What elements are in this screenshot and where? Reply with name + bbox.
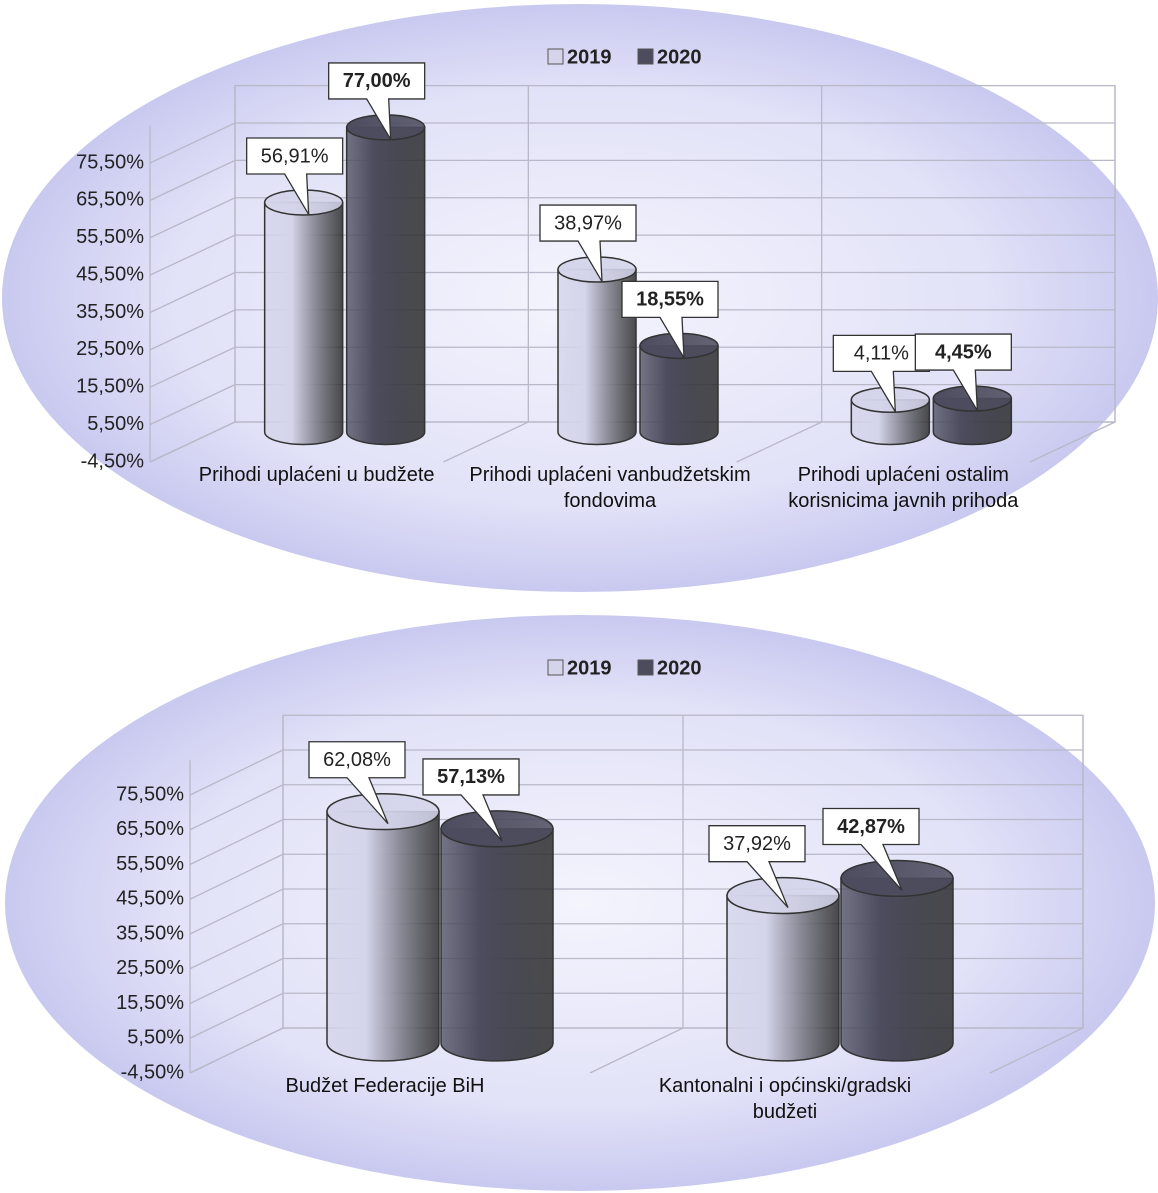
data-label: 18,55% [636,289,704,311]
bar [639,345,719,446]
data-label: 38,97% [554,212,622,234]
callout [308,741,406,825]
y-tick-label: 55,50% [76,226,144,248]
x-tick-label: Prihodi uplaćeni u budžete [198,464,435,486]
x-tick-label: Prihodi uplaćeni vanbudžetskim fondovima [469,464,751,512]
floor-line [589,1027,684,1074]
y-tick-label: -4,50% [121,1061,185,1083]
y-tick-label: 75,50% [116,783,184,805]
data-label: 57,13% [437,766,505,788]
side-grid-line [149,159,236,201]
side-grid-line [149,384,236,426]
legend-label: 2020 [657,657,702,679]
y-tick-label: 65,50% [116,818,184,840]
legend-label: 2020 [657,46,702,68]
side-grid-line [149,346,236,388]
callout [246,137,344,215]
side-grid-line [149,122,236,164]
side-grid-line [189,818,284,866]
chart: -4,50% 5,50% 15,50% 25,50% 35,50% 45,50% 55,50… [5,615,1155,1191]
y-tick-label: 75,50% [76,151,144,173]
bar [557,268,637,446]
y-tick-label: 25,50% [76,338,144,360]
bar [840,877,954,1062]
legend-swatch [637,48,654,65]
data-label: 62,08% [323,749,391,771]
side-grid-line [189,784,284,831]
floor-line [989,1027,1084,1074]
callout [822,807,920,891]
y-tick-label: 25,50% [116,957,184,979]
legend: 2019 2020 [547,46,702,68]
y-tick-label: 35,50% [76,301,144,323]
y-tick-label: 65,50% [76,189,144,211]
y-tick-label: 5,50% [87,413,144,435]
y-tick-label: 45,50% [76,263,144,285]
floor-line [443,421,529,463]
legend-swatch [547,48,564,65]
side-grid-line [149,234,236,276]
callout [914,333,1012,411]
x-tick-label: Budžet Federacije BiH [285,1075,485,1097]
legend-label: 2019 [567,657,612,679]
side-grid-line [149,197,236,239]
side-grid-line [189,992,284,1039]
callout [422,758,520,842]
bar [263,201,344,446]
side-grid-line [149,271,236,314]
callout [708,825,806,909]
y-tick-label: 45,50% [116,888,184,910]
data-label: 4,45% [935,341,992,363]
bar [440,828,554,1062]
side-grid-line [189,957,284,1005]
side-grid-line [189,888,284,935]
chart: -4,50% 5,50% 15,50% 25,50% 35,50% 45,50% 55,50… [2,4,1158,592]
data-label: 37,92% [723,833,791,855]
bar [345,126,426,446]
side-grid-line [189,853,284,900]
data-label: 56,91% [261,145,329,167]
side-grid-line [189,749,284,796]
floor-line [189,1027,284,1074]
data-label: 77,00% [343,70,411,92]
bar [326,810,440,1062]
y-tick-label: 15,50% [76,376,144,398]
floor-line [1029,421,1116,463]
callout [328,62,426,140]
callout [621,280,719,359]
y-tick-label: 35,50% [116,922,184,944]
side-grid-line [149,309,236,351]
data-label: 4,11% [854,343,909,365]
side-grid-line [189,923,284,970]
callout [539,204,637,282]
legend-swatch [547,659,564,676]
floor-line [736,421,822,463]
x-tick-label: Prihodi uplaćeni ostalim korisnicima jav… [788,464,1019,512]
legend-label: 2019 [567,46,612,68]
y-tick-label: 55,50% [116,853,184,875]
floor-line [149,421,236,463]
x-tick-label: Kantonalni i općinski/gradski budžeti [658,1075,912,1123]
data-label: 42,87% [837,816,905,838]
y-tick-label: 15,50% [116,992,184,1014]
bar [726,894,840,1062]
y-tick-label: -4,50% [81,450,145,472]
legend: 2019 2020 [547,657,702,679]
legend-swatch [637,659,654,676]
y-tick-label: 5,50% [127,1027,184,1049]
